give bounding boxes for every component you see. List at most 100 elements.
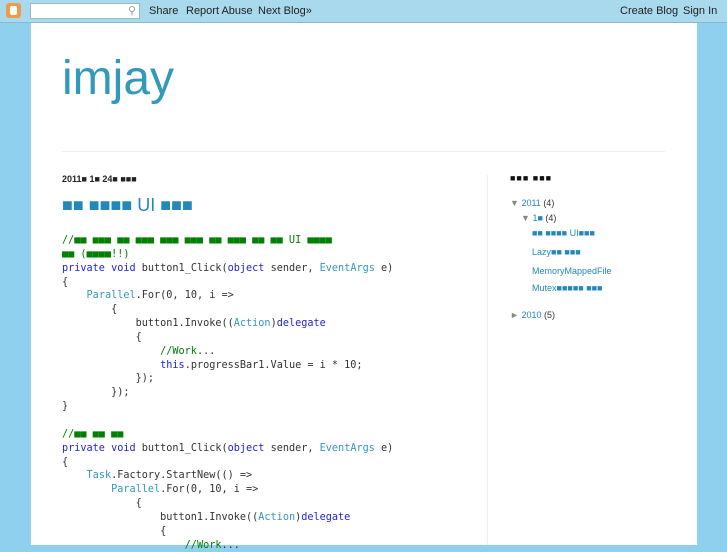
code-token: //Work xyxy=(160,345,197,357)
create-blog-link[interactable]: Create Blog xyxy=(620,5,679,17)
code-token: Action xyxy=(233,318,271,330)
code-block: //■■ ■■■ ■■ ■■■ ■■■ ■■■ ■■ ■■■ ■■ ■■ UI … xyxy=(62,234,393,552)
code-token: Parallel xyxy=(86,290,136,302)
code-line: //Work... xyxy=(62,345,393,359)
code-token: button1.Invoke(( xyxy=(62,318,234,330)
month-link[interactable]: 1■ xyxy=(532,213,543,223)
code-token xyxy=(62,470,87,481)
code-line: { xyxy=(62,525,393,539)
code-token: ) xyxy=(270,318,277,330)
code-token: //■■ ■■ ■■ xyxy=(62,428,124,440)
sign-in-link[interactable]: Sign In xyxy=(683,5,718,17)
post-date: 2011■ 1■ 24■ ■■■ xyxy=(62,174,137,184)
code-line: { xyxy=(62,331,393,345)
code-token: }); xyxy=(62,373,155,385)
archive-post-link[interactable]: MemoryMappedFile xyxy=(532,266,612,276)
code-line: { xyxy=(62,303,393,317)
archive-post-link[interactable]: ■■ ■■■■ UI■■■ xyxy=(532,228,595,238)
year-link[interactable]: 2011 xyxy=(521,198,541,208)
code-line: private void button1_Click(object sender… xyxy=(62,262,393,276)
code-line: private void button1_Click(object sender… xyxy=(62,442,393,456)
code-token: void xyxy=(111,262,136,274)
code-token xyxy=(62,415,68,426)
share-link[interactable]: Share xyxy=(149,5,179,17)
code-line: { xyxy=(62,456,393,470)
archive-month: ▼ 1■ (4) xyxy=(521,213,556,223)
post-title[interactable]: ■■ ■■■■ UI ■■■ xyxy=(62,195,193,215)
archive-heading: ■■■ ■■■ xyxy=(510,173,553,183)
search-input[interactable]: ⚲ xyxy=(30,3,140,19)
code-token: } xyxy=(62,401,69,413)
code-token: this xyxy=(160,359,185,371)
code-token: Action xyxy=(258,511,296,523)
archive-post-link[interactable]: Mutex■■■■■ ■■■ xyxy=(532,283,603,293)
code-token: Parallel xyxy=(111,484,161,496)
column-divider xyxy=(487,175,488,545)
code-token: ... xyxy=(221,539,240,551)
count: (5) xyxy=(543,310,555,320)
code-token: }); xyxy=(62,387,130,399)
code-token: void xyxy=(111,442,136,454)
code-token: { xyxy=(62,525,167,537)
code-token: .For(0, 10, i => xyxy=(135,290,234,302)
code-line: }); xyxy=(62,386,393,400)
code-line: this.progressBar1.Value = i * 10; xyxy=(62,359,393,373)
code-line: //■■ ■■■ ■■ ■■■ ■■■ ■■■ ■■ ■■■ ■■ ■■ UI … xyxy=(62,234,393,248)
code-line: Task.Factory.StartNew(() => xyxy=(62,469,393,483)
year-link[interactable]: 2010 xyxy=(521,310,542,320)
code-token: private xyxy=(62,442,105,454)
triangle-down-icon[interactable]: ▼ xyxy=(510,198,519,208)
next-blog-link[interactable]: Next Blog» xyxy=(258,5,312,17)
blogger-logo-icon[interactable] xyxy=(6,3,21,18)
page-content: imjay 2011■ 1■ 24■ ■■■ ■■ ■■■■ UI ■■■ //… xyxy=(31,23,697,551)
code-token: { xyxy=(62,276,69,288)
archive-year-2011: ▼ 2011 (4) xyxy=(510,198,554,208)
code-token: EventArgs xyxy=(319,442,375,454)
code-token: sender, xyxy=(264,442,320,454)
code-token: sender, xyxy=(264,262,320,274)
code-token: .progressBar1.Value = i * 10; xyxy=(184,359,363,371)
code-line: } xyxy=(62,400,393,414)
code-token: EventArgs xyxy=(319,262,375,274)
code-line: { xyxy=(62,497,393,511)
code-token: { xyxy=(62,498,142,510)
code-token xyxy=(62,346,160,357)
code-token xyxy=(62,540,185,551)
code-line: //■■ ■■ ■■ xyxy=(62,428,393,442)
code-token: e) xyxy=(374,262,394,274)
code-token: { xyxy=(62,456,69,468)
code-token: ■■ (■■■■!!) xyxy=(62,248,130,260)
code-token: { xyxy=(62,331,142,343)
code-line: { xyxy=(62,276,393,290)
code-token: button1_Click( xyxy=(135,262,228,274)
code-token: private xyxy=(62,262,105,274)
report-abuse-link[interactable]: Report Abuse xyxy=(186,5,253,17)
code-line: }); xyxy=(62,372,393,386)
code-token: delegate xyxy=(276,318,326,330)
triangle-right-icon[interactable]: ► xyxy=(510,310,519,320)
code-token xyxy=(62,290,87,301)
code-token: object xyxy=(227,442,265,454)
code-line: ■■ (■■■■!!) xyxy=(62,248,393,262)
code-token: object xyxy=(227,262,265,274)
code-token: e) xyxy=(374,442,394,454)
code-token xyxy=(62,484,111,495)
magnifier-icon[interactable]: ⚲ xyxy=(127,5,136,17)
navbar: ⚲ Share Report Abuse Next Blog» Create B… xyxy=(0,0,727,23)
code-token: .For(0, 10, i => xyxy=(160,484,259,496)
code-line: button1.Invoke((Action)delegate xyxy=(62,317,393,331)
code-line: Parallel.For(0, 10, i => xyxy=(62,289,393,303)
code-token: delegate xyxy=(301,511,351,523)
code-line xyxy=(62,414,393,428)
code-token xyxy=(62,360,160,371)
archive-post-link[interactable]: Lazy■■ ■■■ xyxy=(532,247,581,257)
code-token: ) xyxy=(295,511,302,523)
code-token: Task xyxy=(86,470,112,482)
archive-year-2010: ► 2010 (5) xyxy=(510,310,555,320)
code-token: .Factory.StartNew(() => xyxy=(111,470,253,482)
code-line: Parallel.For(0, 10, i => xyxy=(62,483,393,497)
code-token: //Work xyxy=(184,539,222,551)
blog-title[interactable]: imjay xyxy=(62,52,175,105)
triangle-down-icon[interactable]: ▼ xyxy=(521,213,530,223)
count: (4) xyxy=(545,213,557,223)
